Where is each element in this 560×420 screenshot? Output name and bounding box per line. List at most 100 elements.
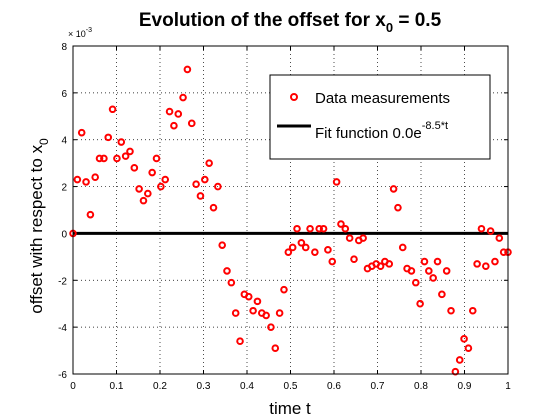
data-point xyxy=(420,257,429,266)
plot-frame xyxy=(72,45,509,375)
data-point xyxy=(297,239,306,247)
y-axis-label: offset with respect to x0 xyxy=(27,138,51,314)
data-point xyxy=(319,224,328,233)
data-point xyxy=(350,255,358,264)
data-point xyxy=(86,210,95,219)
x-tick-label: 1 xyxy=(505,381,511,392)
x-tick-label: 0.3 xyxy=(197,381,211,392)
data-point xyxy=(95,154,104,163)
data-point xyxy=(376,262,385,271)
data-point xyxy=(121,152,130,160)
data-point xyxy=(82,178,90,186)
data-point xyxy=(288,243,297,252)
data-point xyxy=(398,243,407,252)
y-ticks: -6 -4 -2 0 2 4 6 8 xyxy=(58,42,508,381)
data-point xyxy=(324,246,332,254)
data-point xyxy=(284,248,293,256)
data-point xyxy=(473,260,481,268)
data-point xyxy=(416,299,424,308)
data-point xyxy=(249,306,257,315)
data-point xyxy=(433,257,442,266)
data-point xyxy=(486,227,495,235)
data-point xyxy=(227,278,236,287)
data-point xyxy=(179,93,187,102)
data-point xyxy=(148,168,156,177)
data-point xyxy=(201,175,209,184)
data-point xyxy=(218,241,227,249)
x-tick-label: 0.8 xyxy=(414,381,428,392)
data-points xyxy=(69,65,512,376)
y-tick-label: 6 xyxy=(61,89,67,100)
data-point xyxy=(223,267,231,275)
data-point xyxy=(126,147,134,156)
data-point xyxy=(385,260,394,268)
data-point xyxy=(491,257,499,266)
data-point xyxy=(455,356,464,364)
data-point xyxy=(447,306,455,315)
legend: Data measurements Fit function 0.0e-8.5*… xyxy=(269,74,491,160)
data-point xyxy=(359,234,367,242)
y-axis-scale-exponent: × 10-3 xyxy=(68,27,92,39)
data-point xyxy=(293,224,301,233)
x-tick-label: 0.9 xyxy=(458,381,472,392)
data-point xyxy=(262,311,270,320)
data-point xyxy=(425,267,433,275)
data-point xyxy=(170,121,178,130)
x-tick-label: 0.5 xyxy=(284,381,298,392)
data-point xyxy=(275,309,284,317)
data-point xyxy=(442,267,451,275)
data-point xyxy=(332,178,341,186)
data-point xyxy=(144,189,152,198)
x-tick-label: 0.2 xyxy=(153,381,167,392)
x-tick-label: 0 xyxy=(70,381,76,392)
data-point xyxy=(328,257,337,266)
data-point xyxy=(460,335,468,343)
data-point xyxy=(130,164,139,172)
legend-box xyxy=(269,74,491,160)
y-tick-label: 2 xyxy=(61,183,67,194)
data-point xyxy=(468,306,477,315)
data-point xyxy=(253,297,262,306)
data-point xyxy=(482,262,490,271)
data-point xyxy=(306,224,314,233)
data-point xyxy=(183,65,192,74)
data-point xyxy=(135,185,143,193)
y-tick-label: 0 xyxy=(61,229,67,240)
data-point xyxy=(315,224,324,233)
chart-title: Evolution of the offset for x0 = 0.5 xyxy=(139,10,442,35)
data-point xyxy=(77,128,86,137)
x-tick-label: 0.6 xyxy=(327,381,341,392)
y-tick-label: -2 xyxy=(58,276,67,287)
x-grid xyxy=(116,46,465,374)
data-point xyxy=(271,344,280,353)
data-point xyxy=(389,185,398,193)
data-point xyxy=(165,107,174,116)
data-point xyxy=(187,119,196,128)
data-point xyxy=(499,248,508,256)
data-point xyxy=(407,267,416,275)
data-point xyxy=(244,292,253,301)
x-tick-label: 0.7 xyxy=(371,381,385,392)
data-point xyxy=(337,220,345,228)
legend-marker-data xyxy=(290,93,298,101)
data-point xyxy=(100,154,108,163)
data-point xyxy=(236,337,244,346)
data-point xyxy=(438,290,446,299)
data-point xyxy=(477,224,486,233)
data-point xyxy=(280,285,288,294)
data-point xyxy=(117,138,126,146)
y-tick-label: 8 xyxy=(61,42,67,53)
y-tick-label: 4 xyxy=(61,136,67,147)
data-point xyxy=(209,203,218,212)
data-point xyxy=(214,182,222,191)
data-point xyxy=(231,309,240,317)
data-point xyxy=(429,274,437,282)
x-tick-label: 0.1 xyxy=(110,381,124,392)
data-point xyxy=(394,203,402,212)
x-tick-label: 0.4 xyxy=(240,381,254,392)
data-point xyxy=(113,154,121,163)
data-point xyxy=(152,154,161,163)
legend-label-data: Data measurements xyxy=(315,90,450,107)
data-point xyxy=(411,278,420,287)
